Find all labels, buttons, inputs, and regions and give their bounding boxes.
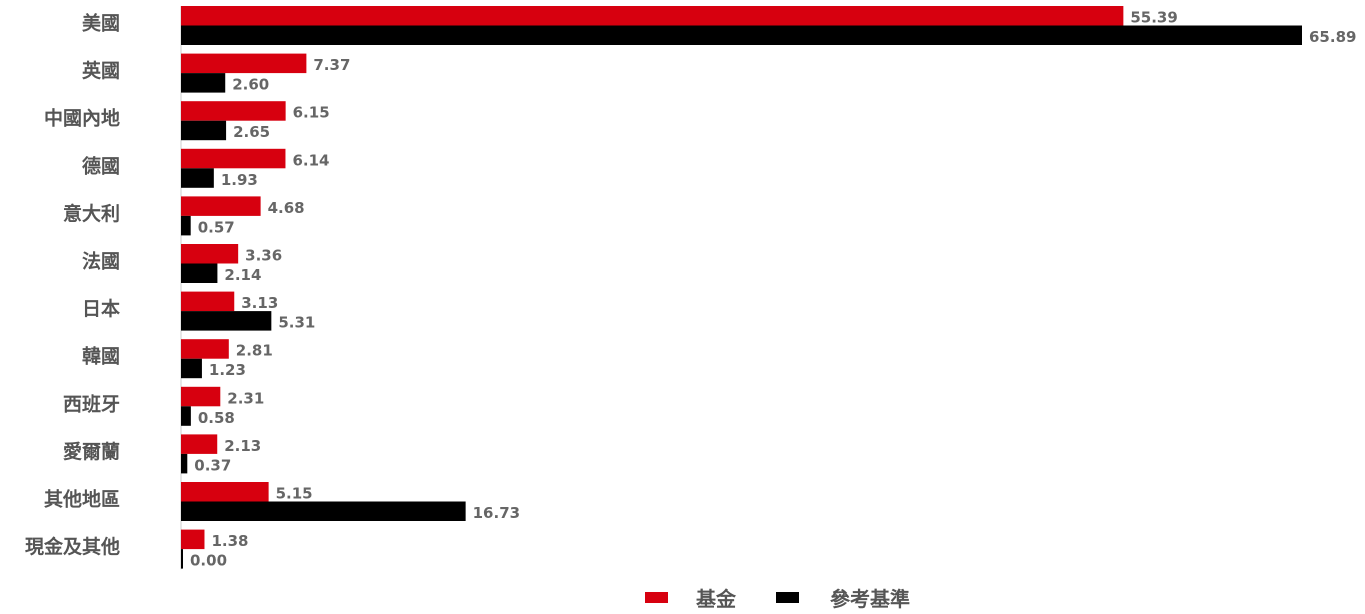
benchmark-value-label: 16.73 [473, 504, 520, 522]
fund-value-label: 2.81 [236, 342, 273, 360]
benchmark-bar [181, 549, 183, 569]
category-label: 德國 [82, 154, 120, 177]
category-label: 法國 [82, 250, 120, 273]
benchmark-bar [181, 311, 272, 331]
fund-value-label: 3.36 [245, 247, 282, 265]
fund-value-label: 2.13 [224, 437, 261, 455]
fund-bar [181, 291, 235, 312]
fund-value-label: 4.68 [268, 199, 305, 217]
fund-value-label: 7.37 [313, 56, 350, 74]
fund-bar [181, 482, 269, 502]
category-label: 意大利 [63, 202, 120, 225]
benchmark-bar [181, 453, 188, 474]
benchmark-bar [181, 263, 218, 283]
benchmark-bar [181, 358, 202, 379]
benchmark-value-label: 0.58 [198, 409, 235, 427]
legend-label-benchmark: 參考基準 [830, 587, 910, 611]
category-label: 現金及其他 [25, 535, 120, 558]
benchmark-value-label: 1.23 [209, 361, 246, 379]
fund-bar [181, 196, 261, 216]
fund-value-label: 1.38 [211, 532, 248, 550]
fund-bar [181, 434, 218, 454]
legend-swatch-fund [645, 592, 668, 603]
fund-bar [181, 101, 286, 121]
fund-value-label: 5.15 [276, 485, 313, 503]
fund-bar [181, 53, 307, 74]
benchmark-bar [181, 25, 1302, 45]
benchmark-value-label: 0.37 [194, 456, 231, 474]
fund-bar [181, 386, 221, 407]
benchmark-bar [181, 120, 227, 141]
benchmark-bar [181, 406, 191, 426]
category-label: 英國 [82, 59, 120, 82]
benchmark-value-label: 2.14 [224, 266, 261, 284]
benchmark-bar [181, 168, 214, 188]
legend-swatch-benchmark [776, 592, 799, 603]
fund-bar [181, 244, 239, 264]
benchmark-value-label: 65.89 [1309, 28, 1356, 46]
benchmark-bar [181, 215, 191, 236]
category-label: 西班牙 [63, 392, 120, 415]
benchmark-value-label: 0.00 [190, 552, 227, 570]
fund-value-label: 6.14 [292, 151, 329, 169]
category-label: 日本 [82, 297, 120, 320]
category-label: 中國內地 [44, 107, 120, 130]
fund-bar [181, 6, 1124, 26]
fund-value-label: 6.15 [293, 104, 330, 122]
fund-bar [181, 148, 286, 169]
bars-layer [181, 6, 1302, 569]
benchmark-value-label: 1.93 [221, 171, 258, 189]
fund-bar [181, 529, 205, 550]
legend: 基金 參考基準 [645, 587, 910, 611]
fund-bar [181, 339, 229, 359]
category-label: 其他地區 [44, 488, 120, 511]
fund-value-label: 3.13 [241, 294, 278, 312]
category-label: 美國 [82, 12, 120, 35]
benchmark-value-label: 2.60 [232, 76, 269, 94]
benchmark-bar [181, 73, 226, 93]
legend-label-fund: 基金 [696, 587, 737, 611]
category-label: 愛爾蘭 [63, 441, 120, 463]
benchmark-value-label: 5.31 [278, 314, 315, 332]
labels-layer: 美國 55.39 65.89 英國 7.37 2.60 中國內地 6.15 2.65 德國 6.14… [25, 9, 1356, 570]
fund-value-label: 2.31 [227, 389, 264, 407]
category-label: 韓國 [82, 345, 120, 368]
benchmark-bar [181, 501, 466, 521]
benchmark-value-label: 0.57 [198, 218, 235, 236]
benchmark-value-label: 2.65 [233, 123, 270, 141]
fund-value-label: 55.39 [1130, 9, 1177, 27]
